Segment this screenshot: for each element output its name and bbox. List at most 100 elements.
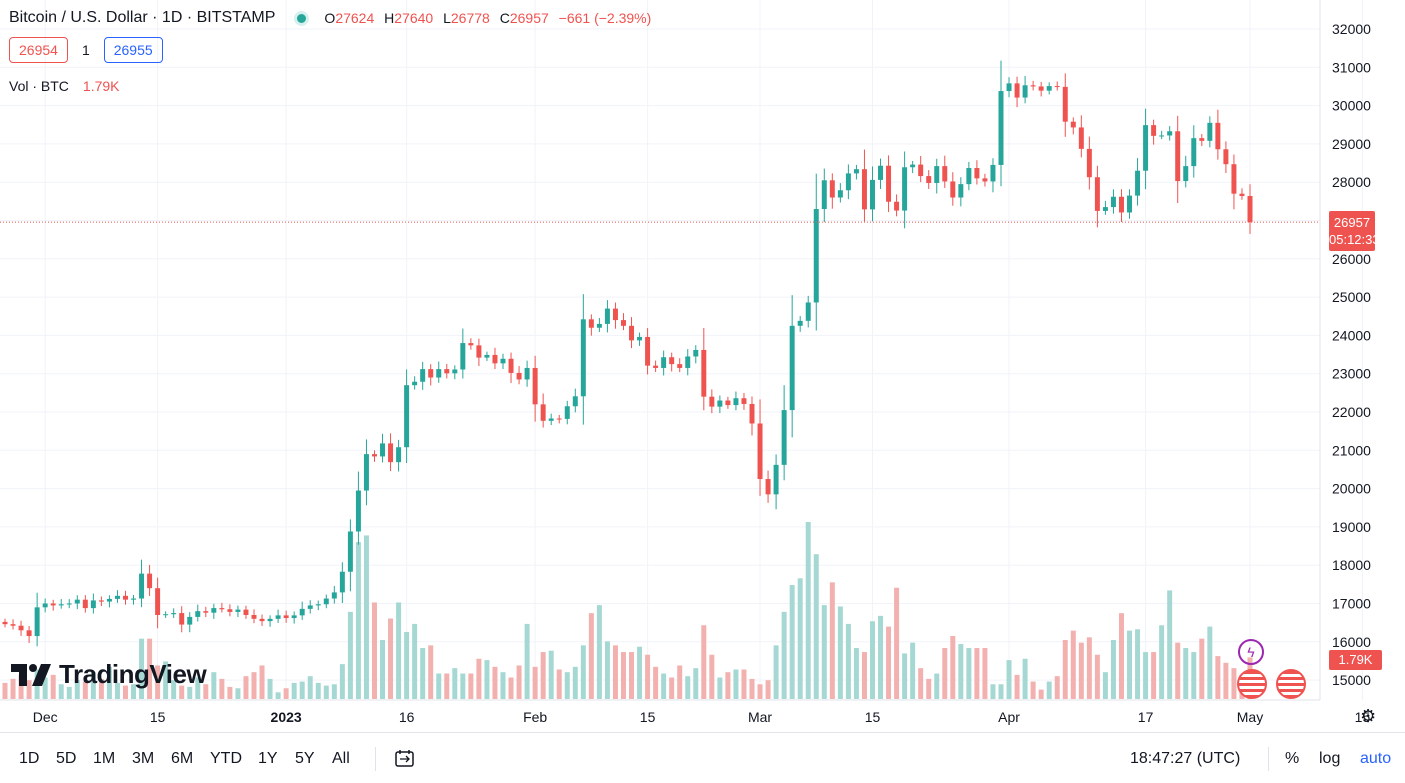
ohlc-low: 26778: [450, 10, 490, 26]
volume-legend[interactable]: Vol · BTC 1.79K: [9, 78, 120, 94]
lightning-event-icon[interactable]: ϟ: [1238, 639, 1264, 665]
volume-label: Vol · BTC: [9, 78, 69, 94]
candle-body: [580, 319, 586, 397]
grid-lines: [0, 0, 1363, 701]
volume-bar: [1038, 689, 1044, 699]
symbol-legend: Bitcoin / U.S. Dollar · 1D · BITSTAMP O2…: [9, 8, 651, 28]
volume-bar: [500, 672, 506, 699]
candle-body: [894, 201, 900, 211]
us-flag-event-icon-2[interactable]: [1276, 669, 1306, 699]
logo-text: TradingView: [59, 659, 207, 689]
volume-bar: [1215, 656, 1221, 699]
candle-body: [1086, 148, 1092, 178]
volume-bar: [219, 678, 225, 699]
candle-body: [10, 624, 16, 626]
auto-scale-toggle[interactable]: auto: [1360, 750, 1392, 767]
timeframe-1d[interactable]: 1D: [19, 750, 40, 767]
volume-bar: [412, 623, 418, 699]
volume-bar: [629, 652, 635, 699]
price-tick-label: 31000: [1332, 59, 1371, 75]
time-tick-label: 16: [399, 709, 415, 725]
timeframe-ytd[interactable]: YTD: [210, 750, 242, 767]
timeframe-5d[interactable]: 5D: [56, 750, 77, 767]
candle-body: [637, 336, 643, 341]
volume-bar: [347, 611, 353, 699]
log-scale-toggle[interactable]: log: [1319, 750, 1341, 767]
volume-bar: [388, 618, 394, 699]
candle-body: [926, 176, 932, 183]
candle-body: [476, 345, 482, 358]
candle-body: [171, 613, 177, 615]
candle-body: [2, 621, 8, 625]
candle-body: [187, 616, 193, 625]
timeframe-all[interactable]: All: [332, 750, 350, 767]
time-tick-label: May: [1237, 709, 1263, 725]
timeframe-1y[interactable]: 1Y: [258, 750, 278, 767]
candle-body: [1247, 195, 1253, 223]
spread-value: 1: [81, 42, 90, 58]
candle-body: [203, 611, 209, 613]
candle-body: [1191, 138, 1197, 167]
candle-body: [1102, 207, 1108, 211]
candle-body: [1070, 121, 1076, 128]
candle-body: [58, 604, 64, 606]
volume-bar: [990, 684, 996, 699]
price-chart[interactable]: 15000 16000 17000 18000 19000 20000 21000 22000…: [0, 0, 1405, 732]
ask-price-button[interactable]: 26955: [103, 37, 163, 63]
candle-body: [781, 410, 787, 465]
tradingview-logo[interactable]: TradingView: [11, 659, 207, 690]
candle-body: [693, 349, 699, 357]
us-flag-event-icon[interactable]: [1237, 669, 1267, 699]
volume-bar: [966, 648, 972, 699]
volume-bar: [604, 641, 610, 699]
bid-price-button[interactable]: 26954: [9, 37, 68, 63]
utc-clock[interactable]: 18:47:27 (UTC): [1130, 750, 1241, 767]
volume-bar: [227, 686, 233, 699]
volume-bar: [950, 635, 956, 699]
volume-bar: [468, 673, 474, 699]
market-status-icon[interactable]: [297, 13, 307, 23]
timeframe-1m[interactable]: 1M: [93, 750, 116, 767]
volume-bar: [1006, 660, 1012, 699]
price-tick-label: 20000: [1332, 481, 1371, 497]
candle-body: [1175, 131, 1181, 182]
time-tick-label: 15: [1355, 709, 1371, 725]
candle-body: [227, 609, 233, 612]
volume-bar: [122, 685, 128, 699]
price-axis[interactable]: 15000 16000 17000 18000 19000 20000 21000 22000…: [1332, 21, 1371, 688]
time-axis[interactable]: Dec 15 2023 16 Feb 15 Mar 15 Apr 17 May 15: [33, 709, 1371, 725]
date-range-icon[interactable]: [394, 749, 416, 769]
candle-body: [685, 356, 691, 368]
ohlc-close: 26957: [509, 10, 549, 26]
candle-body: [982, 178, 988, 182]
candle-body: [155, 588, 161, 615]
timeframe-6m[interactable]: 6M: [171, 750, 194, 767]
timeframe-5y[interactable]: 5Y: [295, 750, 315, 767]
candle-body: [669, 357, 675, 365]
candle-body: [1078, 127, 1084, 149]
volume-bar: [685, 676, 691, 699]
candle-body: [1094, 177, 1100, 211]
volume-bar: [620, 652, 626, 699]
symbol-title[interactable]: Bitcoin / U.S. Dollar · 1D · BITSTAMP: [9, 9, 276, 26]
volume-bar: [114, 682, 120, 699]
last-price-tag: 26957 05:12:33: [1329, 211, 1380, 251]
volume-bar: [878, 615, 884, 699]
candle-body: [1062, 86, 1068, 122]
volume-bar: [1102, 672, 1108, 699]
chart-settings-gear-icon[interactable]: ⚙: [1360, 706, 1377, 726]
candle-body: [741, 398, 747, 404]
percent-scale-toggle[interactable]: %: [1285, 750, 1300, 767]
volume-bar: [484, 660, 490, 699]
volume-bar: [2, 682, 8, 699]
volume-bar: [861, 652, 867, 699]
last-price-value: 26957: [1333, 215, 1371, 230]
candle-body: [1231, 164, 1237, 194]
candle-body: [612, 308, 618, 321]
candle-body: [990, 164, 996, 182]
timeframe-3m[interactable]: 3M: [132, 750, 155, 767]
volume-bar: [516, 665, 522, 699]
volume-bar: [1094, 654, 1100, 699]
candle-body: [371, 454, 377, 457]
candle-body: [211, 608, 217, 613]
